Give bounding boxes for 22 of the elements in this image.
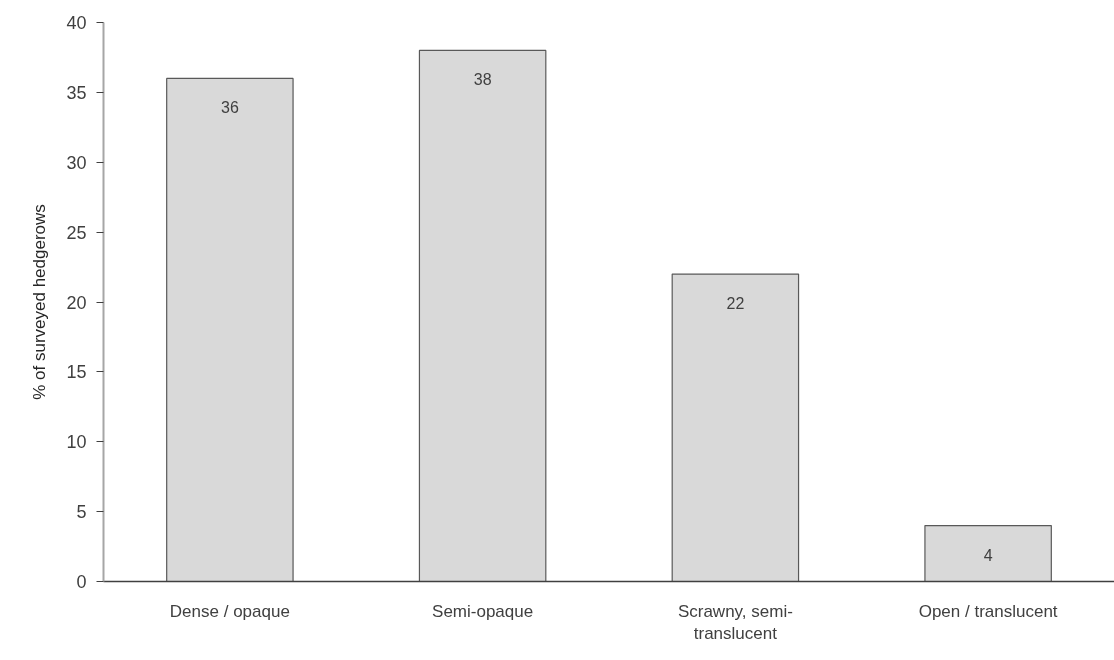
y-tick-label: 25: [66, 222, 87, 243]
bar: [418, 49, 547, 582]
y-tick-label: 15: [66, 362, 87, 383]
bar: [924, 525, 1052, 582]
y-tick-label: 40: [66, 13, 87, 33]
x-tick-label: Scrawny, semi-translucent: [677, 601, 793, 644]
x-tick-label: Open / translucent: [918, 601, 1058, 621]
y-tick-label: 0: [76, 572, 87, 592]
data-label: 38: [473, 71, 492, 89]
bar: [671, 273, 800, 582]
y-tick-label: 20: [66, 292, 87, 313]
y-tick-label: 10: [66, 432, 87, 453]
y-tick-label: 30: [66, 152, 87, 173]
y-tick-label: 5: [76, 502, 87, 523]
y-tick-label: 35: [66, 82, 87, 103]
data-label: 22: [726, 295, 745, 313]
data-label: 4: [983, 546, 993, 564]
y-axis-title: % of surveyed hedgerows: [30, 204, 50, 400]
x-tick-label: Dense / opaque: [169, 601, 290, 621]
x-tick-label: Semi-opaque: [432, 601, 534, 621]
bar: [166, 77, 294, 582]
data-label: 36: [220, 99, 239, 117]
